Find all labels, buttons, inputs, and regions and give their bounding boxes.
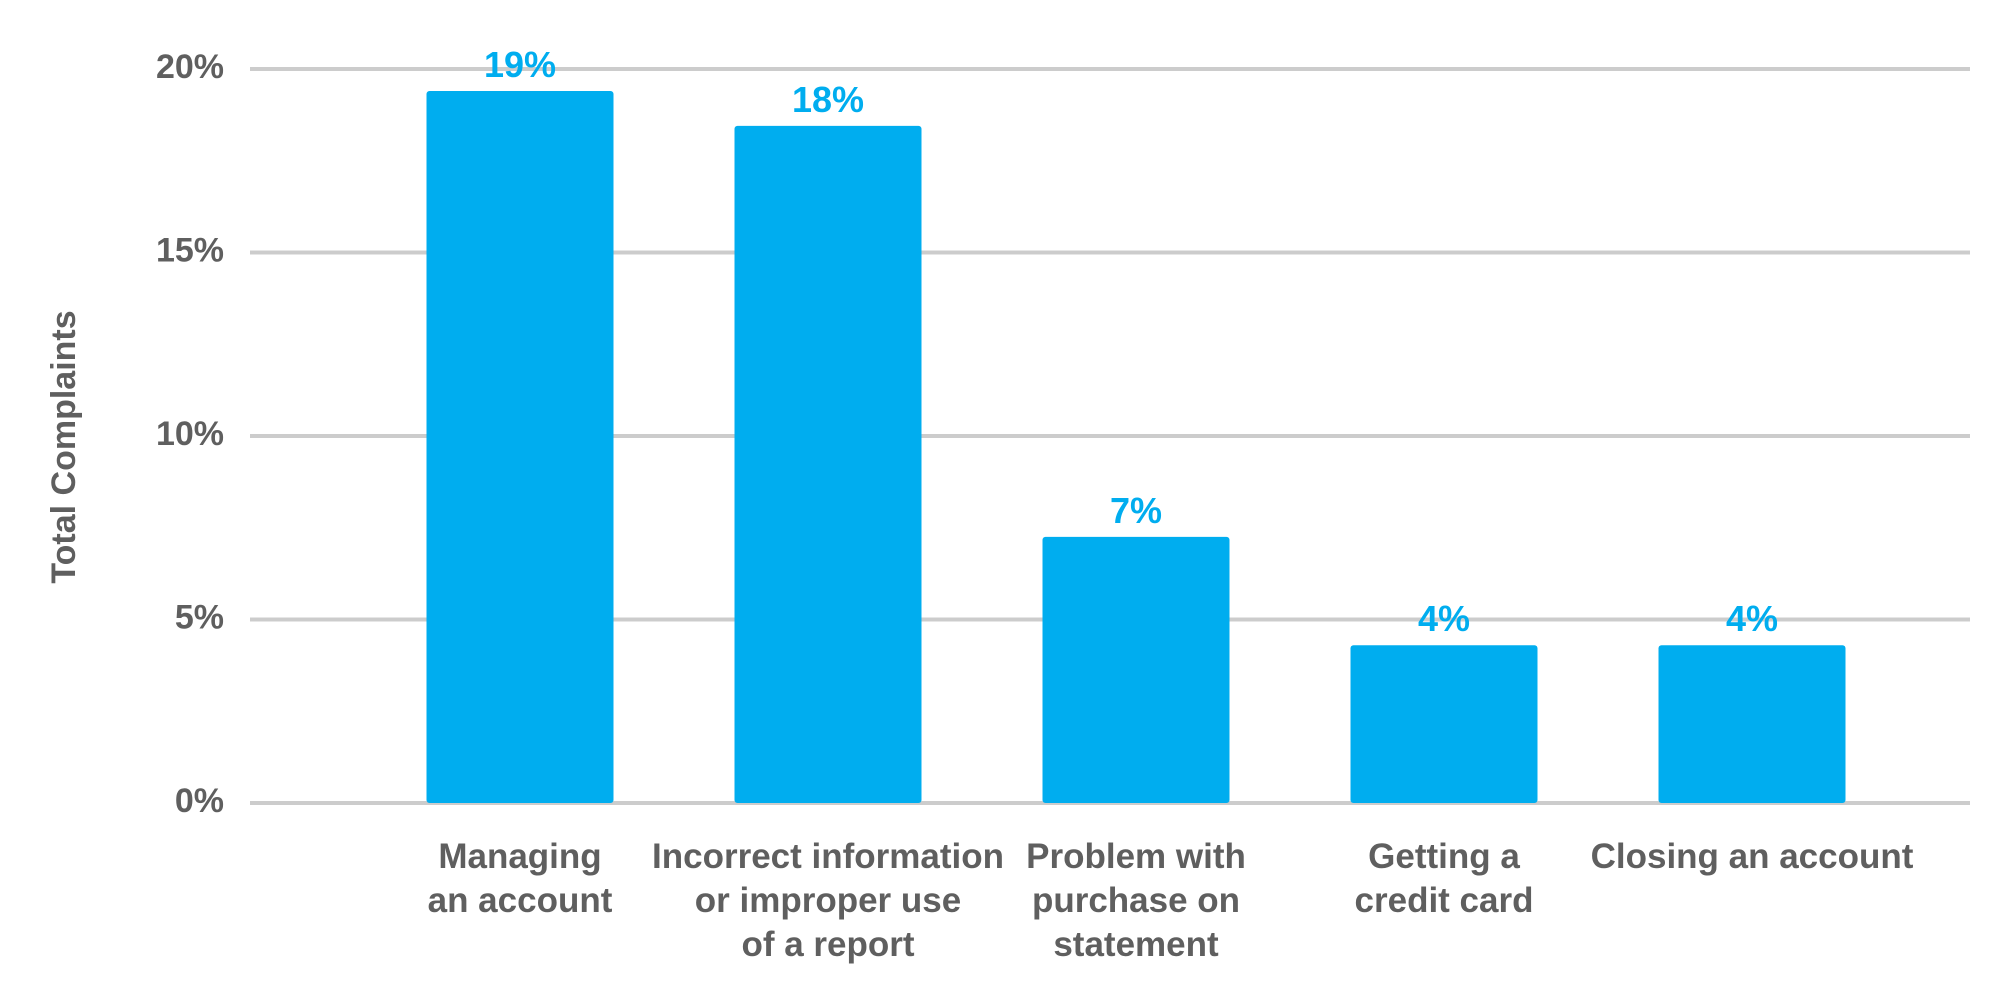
x-category-label-line: Problem with [1026,837,1246,876]
bar-value-label: 7% [1110,490,1162,531]
data-labels: 19% 18% 7% 4% 4% [484,44,1778,639]
x-category-label: Incorrect information or improper use of a… [652,837,1004,964]
x-category-label: Problem with purchase on statement [1026,837,1246,964]
y-tick-label: 20% [156,48,224,86]
x-category-label-line: Closing an account [1591,837,1914,876]
y-axis-tick-labels: 0% 5% 10% 15% 20% [156,48,224,820]
y-tick-label: 10% [156,415,224,453]
bar-value-label: 18% [792,79,864,120]
bar-1 [426,91,614,803]
x-category-label: Getting a credit card [1355,837,1534,920]
bar-4 [1350,645,1538,803]
x-category-label-line: statement [1053,925,1219,964]
x-category-label-line: credit card [1355,881,1534,920]
bar-2 [734,125,922,803]
x-category-label-line: Managing [438,837,601,876]
x-category-label: Managing an account [428,837,613,920]
bar-value-label: 4% [1726,598,1778,639]
x-category-label-line: Getting a [1368,837,1520,876]
y-tick-label: 0% [175,782,224,820]
x-category-label-line: Incorrect information [652,837,1004,876]
x-category-label-line: or improper use [695,881,961,920]
bars [426,91,1846,803]
bar-3 [1042,536,1230,803]
bar-5 [1658,645,1846,803]
y-tick-label: 15% [156,231,224,269]
bar-value-label: 19% [484,44,556,85]
x-category-label-line: an account [428,881,613,920]
y-tick-label: 5% [175,598,224,636]
x-category-label-line: purchase on [1032,881,1240,920]
x-category-label: Closing an account [1591,837,1914,876]
x-axis-category-labels: Managing an account Incorrect information o… [428,837,1914,964]
bar-value-label: 4% [1418,598,1470,639]
x-category-label-line: of a report [741,925,914,964]
y-axis-title: Total Complaints [45,310,83,583]
